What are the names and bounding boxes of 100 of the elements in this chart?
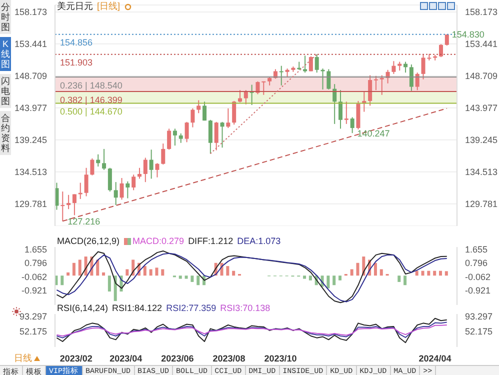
- chart-title: RSI(6,14,24): [57, 303, 108, 313]
- candlestick: [138, 167, 142, 180]
- y2-tick-label: 134.513: [465, 167, 498, 178]
- bar: [332, 276, 336, 286]
- y2-tick-label: 1.655: [465, 244, 488, 254]
- series-label: DEA:1.073: [237, 236, 281, 246]
- candlestick: [279, 65, 284, 86]
- text: 分时图: [0, 0, 11, 34]
- candlestick: [332, 84, 337, 124]
- bar: [338, 276, 342, 280]
- candlestick: [114, 182, 118, 206]
- bar: [226, 266, 230, 276]
- y-tick-label: -0.062: [21, 272, 47, 282]
- bar: [78, 260, 82, 276]
- text: 闪电图: [0, 74, 11, 108]
- bar: [178, 276, 182, 279]
- ref-line-label: 154.856: [60, 38, 93, 48]
- ref-line-label: 0.500 | 144.670: [60, 106, 122, 117]
- candlestick: [314, 54, 319, 74]
- candlestick: [161, 143, 166, 165]
- candlestick: [102, 148, 106, 170]
- x-tick-label: 2023/04: [110, 353, 142, 364]
- bar: [356, 262, 360, 276]
- candlestick: [143, 157, 148, 183]
- x-tick-label: 2023/08: [212, 353, 246, 364]
- bar: [439, 270, 442, 276]
- y-tick-label: 52.175: [19, 326, 47, 337]
- y2-tick-label: -0.062: [465, 272, 491, 282]
- candlestick: [380, 74, 384, 96]
- candlestick: [415, 72, 420, 91]
- candlestick: [172, 128, 177, 146]
- candlestick: [350, 116, 354, 134]
- candlestick: [244, 90, 248, 105]
- candlestick: [214, 121, 218, 151]
- bar: [60, 276, 64, 286]
- y-tick-label: 139.245: [14, 135, 47, 146]
- y-tick-label: 129.781: [14, 199, 47, 210]
- bar: [126, 269, 129, 276]
- x-tick-label: 2023/10: [264, 353, 297, 364]
- candlestick: [190, 108, 195, 128]
- candlestick: [303, 55, 308, 74]
- y-tick-label: 153.441: [14, 39, 47, 50]
- bar: [184, 276, 188, 279]
- y-tick-label: 143.977: [14, 103, 47, 114]
- y2-tick-label: 153.441: [465, 39, 498, 50]
- y-tick-label: 134.513: [14, 167, 47, 178]
- y-tick-label: 158.173: [14, 7, 47, 18]
- candlestick: [84, 167, 88, 197]
- text: 日线: [14, 352, 32, 365]
- annotation: 140.247: [357, 128, 390, 138]
- bar: [143, 266, 146, 276]
- candlestick: [178, 132, 183, 144]
- series-label: DIFF:1.212: [188, 236, 234, 246]
- bar: [232, 270, 236, 276]
- bar: [380, 269, 383, 276]
- candlestick: [184, 121, 189, 143]
- y-tick-label: -0.921: [21, 285, 47, 296]
- y-tick-label: 148.709: [14, 71, 47, 82]
- candlestick: [392, 60, 396, 74]
- candlestick: [72, 194, 76, 216]
- candlestick: [308, 56, 313, 72]
- chart-subtitle: [日线]: [97, 0, 120, 13]
- bar: [96, 260, 100, 276]
- bar: [149, 269, 152, 276]
- bar: [161, 269, 164, 276]
- candlestick: [220, 121, 224, 148]
- bar: [196, 276, 200, 286]
- candlestick: [149, 149, 154, 180]
- ref-line-label: 0.382 | 146.399: [60, 94, 122, 105]
- ref-line-label: 0.236 | 148.540: [60, 80, 122, 90]
- candlestick: [126, 180, 130, 199]
- bar: [350, 269, 354, 276]
- candlestick: [66, 194, 71, 210]
- x-tick-label: 2024/04: [418, 353, 452, 364]
- ref-line-label: 151.903: [60, 58, 93, 68]
- y2-tick-label: 148.709: [465, 71, 498, 82]
- text: 合约资料: [0, 111, 11, 155]
- bar: [72, 262, 76, 276]
- series-label: RSI2:77.359: [166, 303, 216, 313]
- line-series: [56, 318, 448, 344]
- y2-tick-label: 129.781: [465, 199, 498, 210]
- candlestick: [226, 108, 230, 129]
- y-tick-label: 0.796: [24, 258, 47, 268]
- candlestick: [338, 90, 342, 130]
- bar: [433, 270, 436, 276]
- bar: [427, 270, 430, 276]
- candlestick: [120, 178, 124, 200]
- candlestick: [256, 80, 260, 95]
- y2-tick-label: -0.921: [465, 285, 491, 296]
- x-tick-label: 2023/06: [161, 353, 194, 364]
- bar: [114, 276, 117, 302]
- candlestick: [60, 191, 65, 222]
- candlestick: [368, 74, 372, 106]
- candlestick: [155, 162, 160, 178]
- candlestick: [208, 119, 212, 154]
- candlestick: [439, 44, 443, 58]
- bar: [308, 276, 312, 280]
- bar: [421, 270, 424, 276]
- bar: [102, 272, 106, 276]
- bar: [108, 276, 111, 292]
